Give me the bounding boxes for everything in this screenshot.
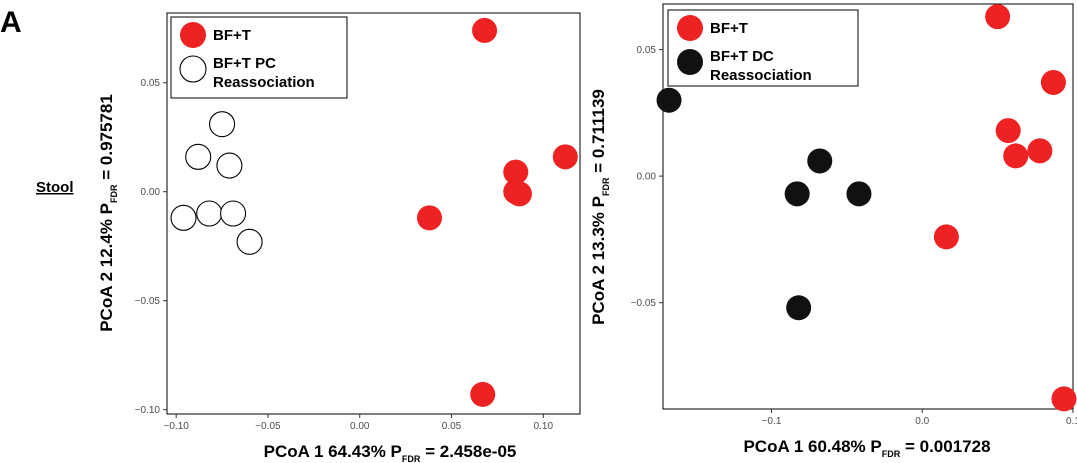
x-tick-label: −0.05 xyxy=(255,421,281,432)
data-point xyxy=(170,204,197,231)
legend-swatch xyxy=(180,22,206,48)
y-tick-label: 0.05 xyxy=(637,45,657,56)
y-tick-label: 0.00 xyxy=(141,187,161,198)
y-tick-label: −0.05 xyxy=(631,298,657,309)
data-point xyxy=(416,205,442,231)
data-point xyxy=(472,17,498,43)
x-tick-label: 0.10 xyxy=(534,421,554,432)
row-label-stool: Stool xyxy=(36,179,74,196)
x-tick-label: 0.0 xyxy=(915,416,929,427)
data-point xyxy=(1003,143,1029,169)
data-point xyxy=(933,224,959,250)
data-point xyxy=(503,179,529,205)
pcoa-plot-dc: −0.1 0.0 0.1 0.05 0.00 −0.05 PCoA 1 60.48% PFD… xyxy=(589,3,1077,459)
data-point xyxy=(220,200,247,227)
y-axis-title: PCoA 2 12.4% PFDR = 0.975781 xyxy=(97,94,119,332)
data-point xyxy=(209,111,236,138)
x-tick-label: −0.10 xyxy=(164,421,190,432)
data-point xyxy=(656,87,682,113)
data-point xyxy=(185,143,212,170)
data-point xyxy=(216,152,243,179)
legend-label: BF+T xyxy=(213,27,251,44)
data-point xyxy=(995,118,1021,144)
y-tick-label: 0.00 xyxy=(637,172,657,183)
x-tick-label: 0.00 xyxy=(350,421,370,432)
x-tick-label: 0.1 xyxy=(1066,416,1077,427)
legend-swatch xyxy=(677,49,703,75)
data-point xyxy=(846,181,872,207)
legend-label: BF+T DC xyxy=(710,48,774,65)
data-point xyxy=(236,228,263,255)
data-point xyxy=(196,200,223,227)
y-axis-title: PCoA 2 13.3% PFDR = 0.711139 xyxy=(589,89,611,325)
panel-label: A xyxy=(0,6,22,39)
data-point xyxy=(552,144,578,170)
x-tick-label: −0.1 xyxy=(762,416,782,427)
data-point xyxy=(1027,138,1053,164)
legend-swatch xyxy=(179,55,207,83)
x-tick-label: 0.05 xyxy=(442,421,462,432)
data-point xyxy=(1040,69,1066,95)
data-point xyxy=(503,159,529,185)
data-point xyxy=(786,295,812,321)
data-point xyxy=(807,148,833,174)
x-axis-title: PCoA 1 64.43% PFDR = 2.458e-05 xyxy=(264,442,517,463)
legend-label: Reassociation xyxy=(710,67,812,84)
legend-swatch xyxy=(677,15,703,41)
y-tick-label: −0.10 xyxy=(135,405,161,416)
legend-label: BF+T PC xyxy=(213,55,276,72)
x-axis-title: PCoA 1 60.48% PFDR = 0.001728 xyxy=(743,437,990,459)
data-point xyxy=(470,381,496,407)
data-point xyxy=(1051,386,1077,412)
data-point xyxy=(784,181,810,207)
legend-label: BF+T xyxy=(710,20,748,37)
data-point xyxy=(985,4,1011,30)
legend-label: Reassociation xyxy=(213,74,315,91)
y-tick-label: 0.05 xyxy=(141,78,161,89)
pcoa-plot-pc: −0.10 −0.05 0.00 0.05 0.10 0.05 0.00 −0.05 −0.10… xyxy=(97,12,581,463)
y-tick-label: −0.05 xyxy=(135,296,161,307)
